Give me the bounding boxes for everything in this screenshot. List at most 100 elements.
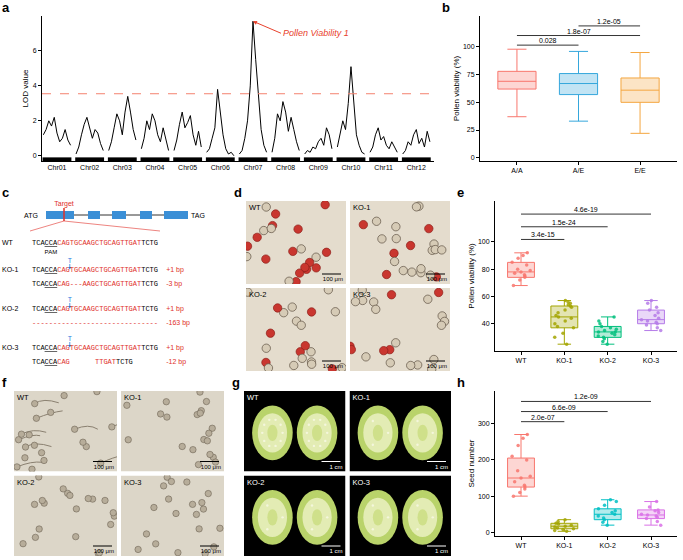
- svg-text:0.028: 0.028: [539, 37, 557, 44]
- svg-text:E/E: E/E: [634, 167, 646, 174]
- svg-text:KO-3: KO-3: [353, 478, 371, 487]
- svg-text:------------------------------: ------------------------------: [32, 319, 158, 327]
- svg-text:TCTG: TCTG: [116, 358, 133, 366]
- svg-text:4: 4: [33, 82, 37, 89]
- svg-text:TCA: TCA: [32, 358, 45, 366]
- svg-text:Chr12: Chr12: [407, 164, 426, 171]
- svg-text:CCA: CCA: [45, 280, 58, 288]
- svg-text:KO-1: KO-1: [353, 393, 371, 402]
- svg-text:100 μm: 100 μm: [201, 464, 221, 470]
- svg-text:Chr06: Chr06: [211, 164, 230, 171]
- svg-text:CAG: CAG: [57, 266, 70, 274]
- svg-text:-12 bp: -12 bp: [166, 358, 186, 366]
- svg-text:KO-1: KO-1: [353, 203, 371, 212]
- svg-text:100: 100: [478, 493, 490, 500]
- svg-text:CAG: CAG: [57, 344, 70, 352]
- svg-text:0: 0: [486, 529, 490, 536]
- svg-text:Pollen Viability 1: Pollen Viability 1: [283, 28, 349, 38]
- svg-text:1 cm: 1 cm: [435, 464, 448, 470]
- svg-text:Seed number: Seed number: [467, 439, 476, 487]
- svg-text:TTGAT: TTGAT: [95, 358, 116, 366]
- svg-text:100 μm: 100 μm: [427, 276, 447, 282]
- svg-text:TCTG: TCTG: [141, 266, 158, 274]
- svg-text:100: 100: [478, 238, 490, 245]
- svg-text:WT: WT: [516, 542, 528, 549]
- svg-text:CAGTGCAAGCTGCAGTTGAT: CAGTGCAAGCTGCAGTTGAT: [57, 239, 141, 247]
- svg-text:1.5e-24: 1.5e-24: [552, 219, 576, 226]
- svg-text:60: 60: [482, 293, 490, 300]
- svg-text:A/E: A/E: [573, 167, 585, 174]
- svg-text:80: 80: [482, 266, 490, 273]
- svg-text:TCA: TCA: [32, 239, 45, 247]
- svg-text:1 cm: 1 cm: [435, 548, 448, 554]
- svg-text:KO-2: KO-2: [17, 478, 35, 487]
- svg-text:Chr02: Chr02: [80, 164, 99, 171]
- svg-text:KO-3: KO-3: [353, 290, 371, 299]
- svg-text:CAG: CAG: [57, 358, 70, 366]
- svg-text:KO-1: KO-1: [556, 357, 572, 364]
- svg-text:WT: WT: [17, 393, 29, 402]
- svg-text:TGCAAGCTGCAGTTGAT: TGCAAGCTGCAGTTGAT: [70, 266, 141, 274]
- svg-text:T: T: [68, 335, 72, 343]
- svg-text:Chr11: Chr11: [374, 164, 393, 171]
- svg-text:3.4e-15: 3.4e-15: [531, 231, 555, 238]
- svg-text:1.8e-07: 1.8e-07: [567, 28, 591, 35]
- svg-text:CCA: CCA: [45, 239, 58, 247]
- svg-text:CCA: CCA: [45, 305, 58, 313]
- svg-text:TCTG: TCTG: [141, 280, 158, 288]
- svg-text:2: 2: [33, 117, 37, 124]
- svg-text:LOD value: LOD value: [21, 69, 30, 107]
- svg-text:1 cm: 1 cm: [329, 464, 342, 470]
- svg-text:100 μm: 100 μm: [94, 464, 114, 470]
- svg-text:T: T: [68, 296, 72, 304]
- svg-text:CAG: CAG: [57, 280, 70, 288]
- svg-text:Chr09: Chr09: [309, 164, 328, 171]
- svg-text:1 cm: 1 cm: [329, 548, 342, 554]
- svg-text:KO-1: KO-1: [124, 393, 142, 402]
- svg-text:-3 bp: -3 bp: [166, 280, 182, 288]
- svg-text:200: 200: [478, 456, 490, 463]
- svg-text:CCA: CCA: [45, 344, 58, 352]
- svg-text:KO-3: KO-3: [2, 344, 18, 351]
- svg-text:+1 bp: +1 bp: [166, 266, 184, 274]
- svg-text:KO-2: KO-2: [599, 542, 615, 549]
- svg-text:+1 bp: +1 bp: [166, 344, 184, 352]
- svg-text:TCTG: TCTG: [141, 239, 158, 247]
- svg-text:Chr07: Chr07: [243, 164, 262, 171]
- svg-text:1.2e-05: 1.2e-05: [597, 18, 621, 25]
- svg-text:100 μm: 100 μm: [323, 276, 343, 282]
- svg-text:TGCAAGCTGCAGTTGAT: TGCAAGCTGCAGTTGAT: [70, 305, 141, 313]
- svg-text:T: T: [68, 257, 72, 265]
- svg-text:50: 50: [467, 99, 475, 106]
- svg-text:TGCAAGCTGCAGTTGAT: TGCAAGCTGCAGTTGAT: [70, 344, 141, 352]
- svg-text:PAM: PAM: [45, 249, 58, 255]
- svg-text:CCA: CCA: [45, 358, 58, 366]
- svg-text:0: 0: [471, 154, 475, 161]
- svg-text:TCTG: TCTG: [141, 305, 158, 313]
- svg-text:75: 75: [467, 71, 475, 78]
- svg-text:TCA: TCA: [32, 280, 45, 288]
- svg-text:KO-3: KO-3: [643, 542, 659, 549]
- svg-text:TCTG: TCTG: [141, 344, 158, 352]
- svg-text:CCA: CCA: [45, 266, 58, 274]
- svg-text:A/A: A/A: [511, 167, 523, 174]
- svg-text:KO-2: KO-2: [249, 290, 267, 299]
- svg-text:100 μm: 100 μm: [323, 363, 343, 369]
- svg-text:WT: WT: [247, 393, 259, 402]
- svg-text:Chr08: Chr08: [276, 164, 295, 171]
- svg-text:100: 100: [463, 43, 475, 50]
- svg-text:Pollen viability (%): Pollen viability (%): [452, 55, 461, 121]
- svg-text:Chr05: Chr05: [178, 164, 197, 171]
- svg-text:6.6e-09: 6.6e-09: [552, 404, 576, 411]
- svg-text:TCA: TCA: [32, 344, 45, 352]
- svg-text:ATG: ATG: [24, 212, 38, 219]
- svg-text:Target: Target: [54, 200, 74, 208]
- svg-text:TCA: TCA: [32, 266, 45, 274]
- svg-text:1.2e-09: 1.2e-09: [574, 393, 598, 400]
- svg-text:Chr03: Chr03: [113, 164, 132, 171]
- svg-text:KO-2: KO-2: [2, 305, 18, 312]
- svg-text:2.0e-07: 2.0e-07: [531, 414, 555, 421]
- svg-text:Pollen viability (%): Pollen viability (%): [467, 243, 476, 309]
- svg-text:KO-2: KO-2: [247, 478, 265, 487]
- svg-text:0: 0: [33, 152, 37, 159]
